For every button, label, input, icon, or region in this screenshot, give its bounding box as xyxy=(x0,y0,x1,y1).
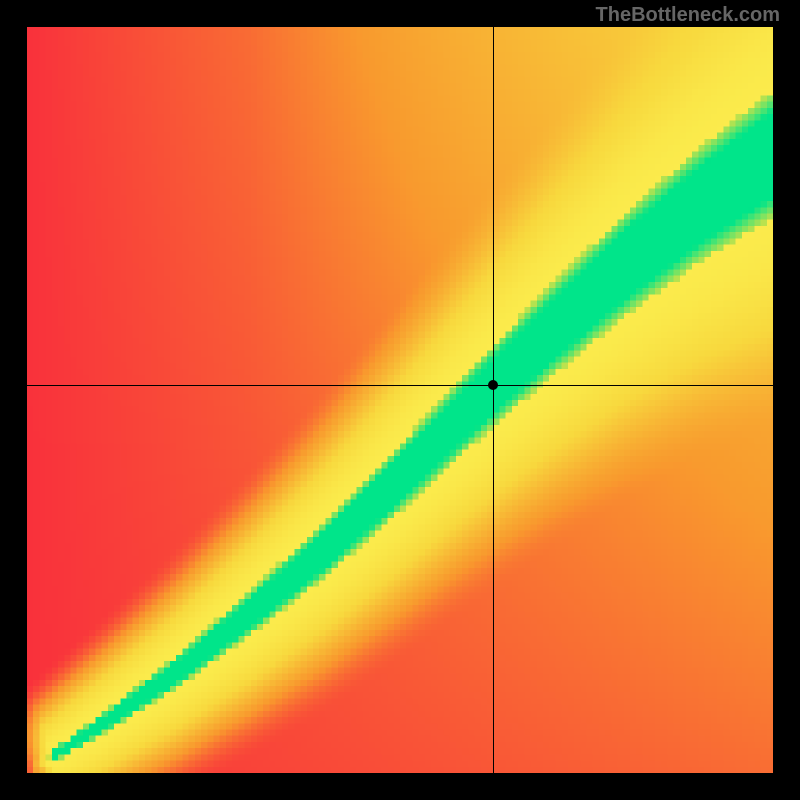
crosshair-vertical xyxy=(493,27,494,773)
crosshair-marker xyxy=(488,380,498,390)
bottleneck-heatmap xyxy=(27,27,773,773)
plot-area xyxy=(27,27,773,773)
chart-container: TheBottleneck.com xyxy=(0,0,800,800)
watermark-text: TheBottleneck.com xyxy=(596,4,780,27)
crosshair-horizontal xyxy=(27,385,773,386)
